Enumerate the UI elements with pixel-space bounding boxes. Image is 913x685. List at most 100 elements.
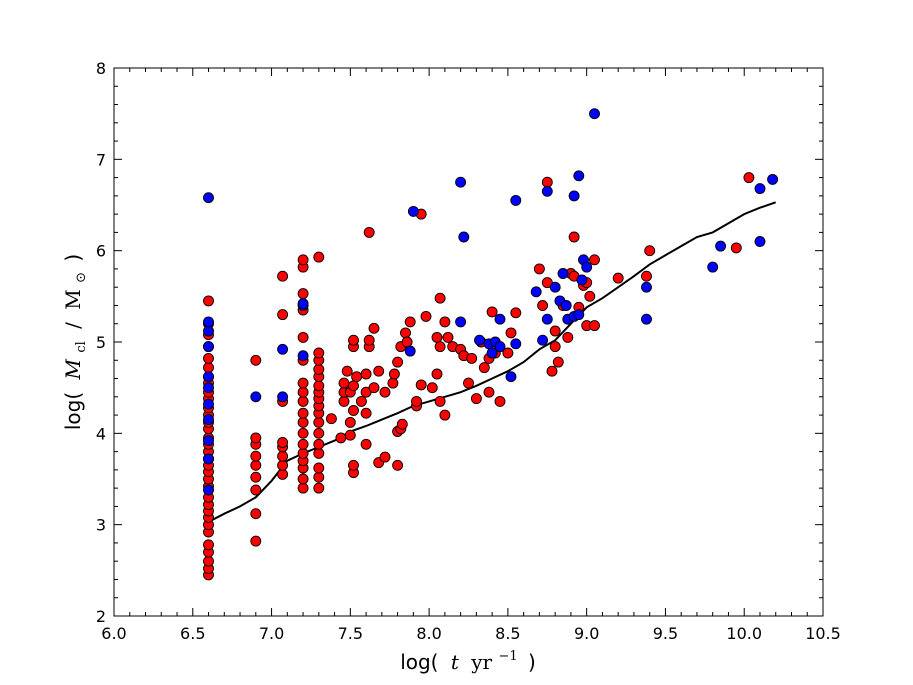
x-axis-label-var: t xyxy=(451,650,460,674)
data-point-blue xyxy=(568,190,580,202)
data-point-blue xyxy=(250,391,262,403)
data-point-red xyxy=(439,316,451,328)
data-point-blue xyxy=(589,108,600,120)
data-point-blue xyxy=(297,350,309,362)
data-point-blue xyxy=(203,435,214,447)
data-point-blue xyxy=(537,334,549,346)
plot-area xyxy=(203,108,779,581)
x-tick-label: 10.5 xyxy=(805,624,841,643)
data-point-blue xyxy=(641,313,652,325)
x-tick-label: 9.0 xyxy=(574,624,599,643)
data-point-red xyxy=(277,270,289,282)
data-point-red xyxy=(426,382,438,394)
data-point-blue xyxy=(754,183,766,195)
data-point-red xyxy=(392,459,404,471)
data-point-blue xyxy=(510,194,522,206)
data-point-red xyxy=(549,341,561,353)
data-point-red xyxy=(250,459,262,471)
data-point-red xyxy=(297,395,309,407)
data-point-red xyxy=(404,316,416,328)
x-tick-label: 8.5 xyxy=(495,624,520,643)
x-tick-label: 8.0 xyxy=(416,624,441,643)
data-point-red xyxy=(584,290,596,302)
y-tick-label: 7 xyxy=(96,150,106,169)
data-point-red xyxy=(297,407,309,419)
y-axis-label-sub: cl xyxy=(74,341,89,352)
data-point-red xyxy=(250,354,262,366)
y-tick-label: 4 xyxy=(96,424,106,443)
data-point-blue xyxy=(641,281,652,293)
data-point-red xyxy=(348,405,359,416)
data-point-blue xyxy=(573,170,585,182)
data-point-blue xyxy=(707,261,719,273)
data-point-blue xyxy=(203,371,214,383)
data-point-red xyxy=(203,362,214,374)
x-axis-label-prefix: log( xyxy=(400,650,438,674)
data-point-red xyxy=(297,447,309,459)
data-point-red xyxy=(470,393,482,405)
data-point-red xyxy=(344,416,356,428)
data-point-blue xyxy=(203,484,214,496)
data-point-red xyxy=(442,331,454,343)
data-point-red xyxy=(277,459,289,471)
data-point-red xyxy=(434,292,446,304)
data-point-red xyxy=(277,437,289,448)
data-point-red xyxy=(387,377,399,389)
series-blue xyxy=(203,108,779,496)
data-point-red xyxy=(250,484,262,496)
data-point-red xyxy=(313,347,325,359)
y-axis-label-suffix: ) xyxy=(61,254,85,262)
data-point-red xyxy=(505,327,517,339)
data-point-red xyxy=(478,362,490,374)
data-point-red xyxy=(589,320,600,332)
data-point-red xyxy=(338,377,350,389)
data-point-red xyxy=(250,432,262,444)
y-axis-label-unit: M xyxy=(61,289,85,309)
data-point-red xyxy=(297,473,309,485)
data-point-red xyxy=(486,306,498,318)
data-point-red xyxy=(400,327,411,339)
data-point-red xyxy=(297,254,309,266)
data-point-blue xyxy=(277,343,289,355)
data-point-blue xyxy=(297,298,309,310)
plot-content xyxy=(203,108,779,581)
data-point-red xyxy=(277,450,289,462)
x-tick-label: 7.5 xyxy=(338,624,363,643)
data-point-red xyxy=(392,356,404,368)
data-point-red xyxy=(313,471,325,483)
y-tick-label: 2 xyxy=(96,607,106,626)
data-point-red xyxy=(379,451,391,463)
x-tick-label: 6.0 xyxy=(101,624,126,643)
data-point-red xyxy=(277,468,289,480)
data-point-red xyxy=(355,395,367,407)
y-axis-label-prefix: log( xyxy=(61,392,85,430)
x-axis-label: log( t yr −1 ) xyxy=(400,641,536,674)
data-point-red xyxy=(644,245,656,257)
data-point-blue xyxy=(767,173,779,185)
data-point-red xyxy=(277,309,289,321)
x-tick-label: 9.5 xyxy=(653,624,678,643)
data-point-blue xyxy=(455,176,467,188)
y-tick-label: 5 xyxy=(96,333,106,352)
x-axis-label-suffix: ) xyxy=(528,650,536,674)
data-point-red xyxy=(420,310,432,322)
x-axis-label-unit: yr xyxy=(470,650,492,674)
data-point-red xyxy=(411,395,422,407)
data-point-red xyxy=(313,438,325,450)
data-point-red xyxy=(415,379,427,391)
y-axis-label: log( M cl / M ⊙ ) xyxy=(61,254,90,430)
data-point-red xyxy=(466,352,478,364)
data-point-blue xyxy=(203,325,214,337)
y-axis-label-var: M xyxy=(61,359,85,381)
data-point-red xyxy=(297,377,309,389)
data-point-blue xyxy=(203,192,214,204)
data-point-red xyxy=(313,416,325,428)
data-point-blue xyxy=(407,205,419,217)
data-point-red xyxy=(379,386,391,398)
data-point-red xyxy=(388,368,400,380)
data-point-red xyxy=(313,363,325,375)
series-red xyxy=(203,172,755,581)
data-point-blue xyxy=(549,281,561,293)
data-point-red xyxy=(537,300,549,311)
data-point-red xyxy=(313,447,325,459)
